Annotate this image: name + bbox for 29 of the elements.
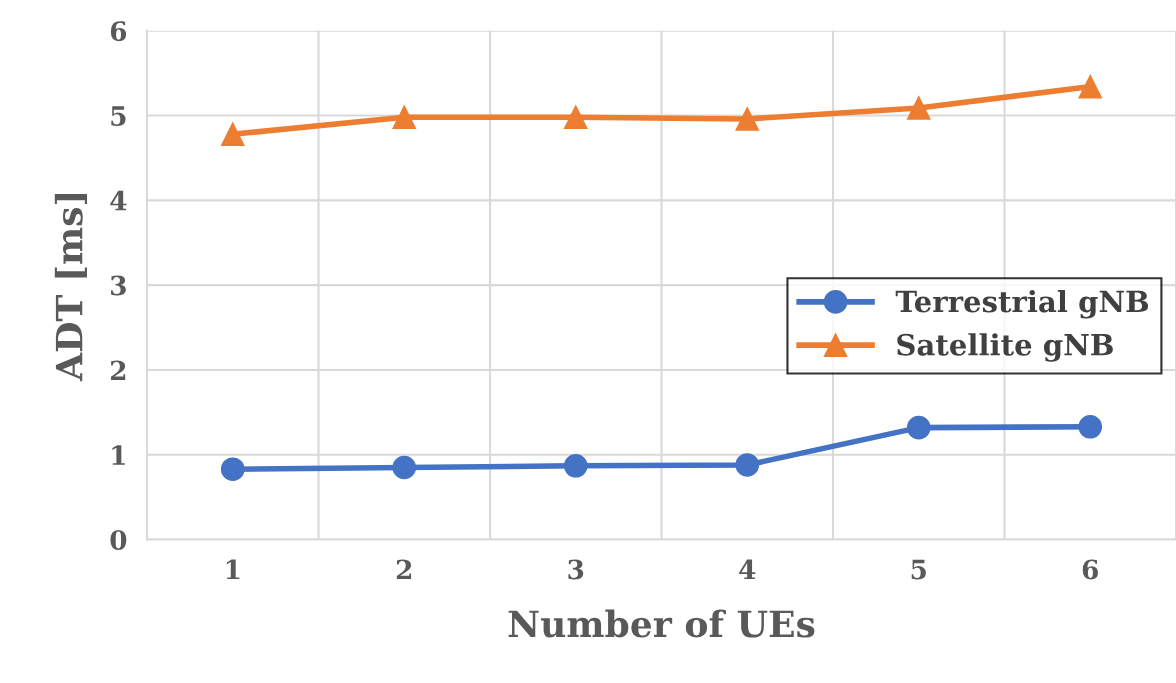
legend-label: Satellite gNB — [897, 333, 1113, 362]
point — [392, 105, 417, 130]
point — [1078, 74, 1103, 99]
point — [1078, 414, 1103, 439]
y-tick-label: 0 — [110, 530, 127, 550]
x-tick-label: 4 — [739, 559, 756, 580]
x-tick-label: 1 — [226, 559, 240, 580]
point — [735, 107, 760, 131]
point — [563, 105, 588, 130]
legend-label: Terrestrial gNB — [895, 289, 1149, 319]
x-tick-label: 5 — [911, 559, 926, 580]
y-tick-label: 2 — [110, 360, 126, 380]
point — [392, 455, 417, 480]
point — [906, 96, 931, 120]
x-tick-label: 6 — [1082, 559, 1099, 580]
x-axis-title: Number of UEs — [508, 609, 815, 638]
point — [220, 457, 245, 481]
point — [563, 453, 588, 478]
y-tick-label: 4 — [110, 190, 127, 211]
point — [735, 453, 760, 477]
x-tick-label: 3 — [568, 559, 584, 580]
point — [220, 122, 245, 147]
y-tick-label: 5 — [111, 106, 126, 126]
y-tick-label: 6 — [110, 21, 127, 42]
x-tick-label: 2 — [396, 559, 412, 580]
y-tick-label: 3 — [111, 275, 126, 296]
y-tick-label: 1 — [112, 445, 125, 465]
y-axis-title: ADT [ms] — [54, 193, 87, 382]
point — [906, 415, 931, 440]
